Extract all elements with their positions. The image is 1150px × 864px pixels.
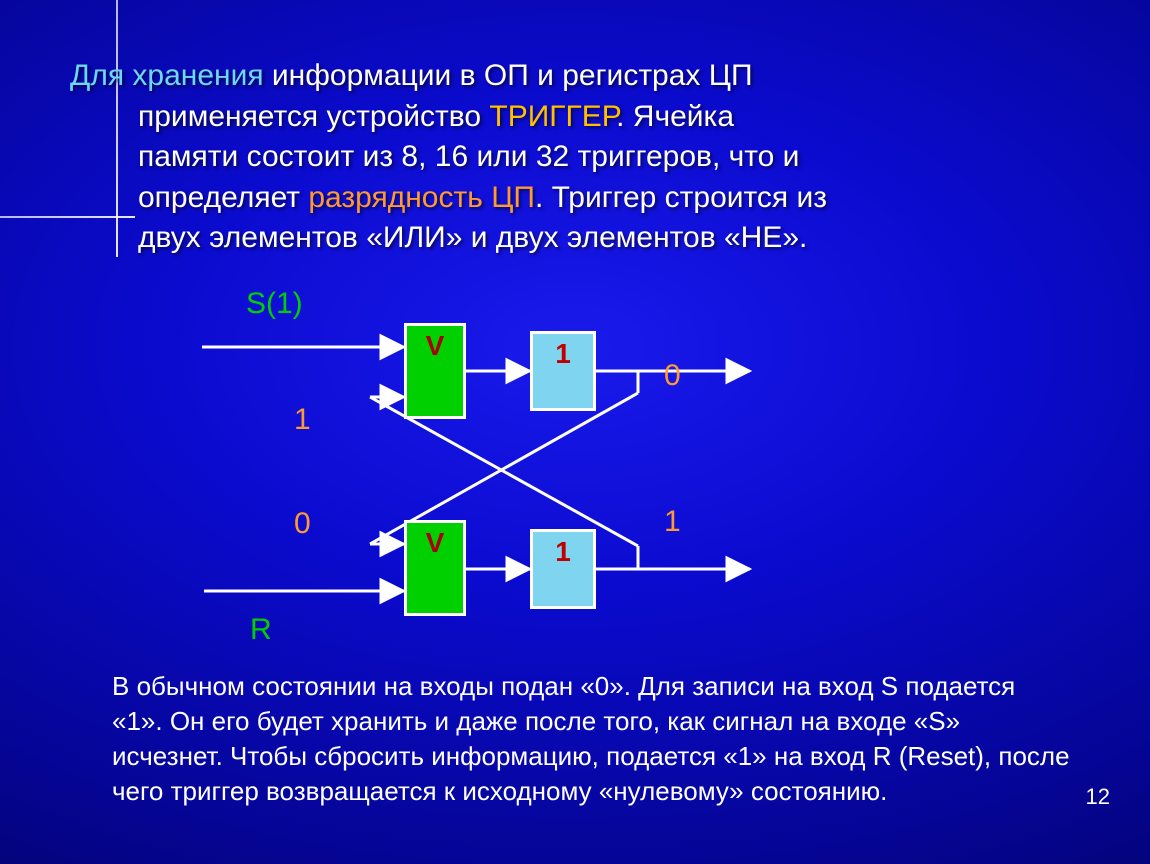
text-span: . Триггер строится из (535, 181, 827, 214)
bottom-paragraph: В обычном состоянии на входы подан «0». … (112, 669, 1072, 809)
or-gate-top: V (404, 323, 466, 419)
label-r-input: R (250, 613, 272, 647)
not-gate-top: 1 (530, 331, 596, 411)
text-span: памяти состоит из 8, 16 или 32 триггеров… (138, 137, 1075, 178)
text-span: применяется устройство (138, 100, 489, 133)
top-paragraph: Для хранения информации в ОП и регистрах… (70, 56, 1075, 259)
text-span: двух элементов «ИЛИ» и двух элементов «Н… (138, 218, 1075, 259)
text-span: разрядность ЦП (308, 181, 535, 214)
label-s-input: S(1) (246, 287, 303, 321)
text-span: . Ячейка (616, 100, 734, 133)
wires-svg (180, 285, 800, 660)
slide: Для хранения информации в ОП и регистрах… (0, 0, 1150, 864)
label-output-bot: 1 (664, 505, 681, 539)
trigger-diagram: V 1 V 1 S(1) R 1 0 0 1 (180, 285, 800, 660)
or-gate-bot: V (404, 520, 466, 616)
label-output-top: 0 (664, 359, 681, 393)
page-number: 12 (1086, 784, 1110, 810)
text-span: информации в ОП и регистрах ЦП (264, 59, 753, 92)
not-gate-bot: 1 (530, 529, 596, 609)
text-span: определяет (138, 181, 308, 214)
text-span: ТРИГГЕР (489, 100, 616, 133)
label-feedback-top: 1 (294, 403, 311, 437)
text-span: Для хранения (70, 59, 264, 92)
label-feedback-bot: 0 (294, 507, 311, 541)
